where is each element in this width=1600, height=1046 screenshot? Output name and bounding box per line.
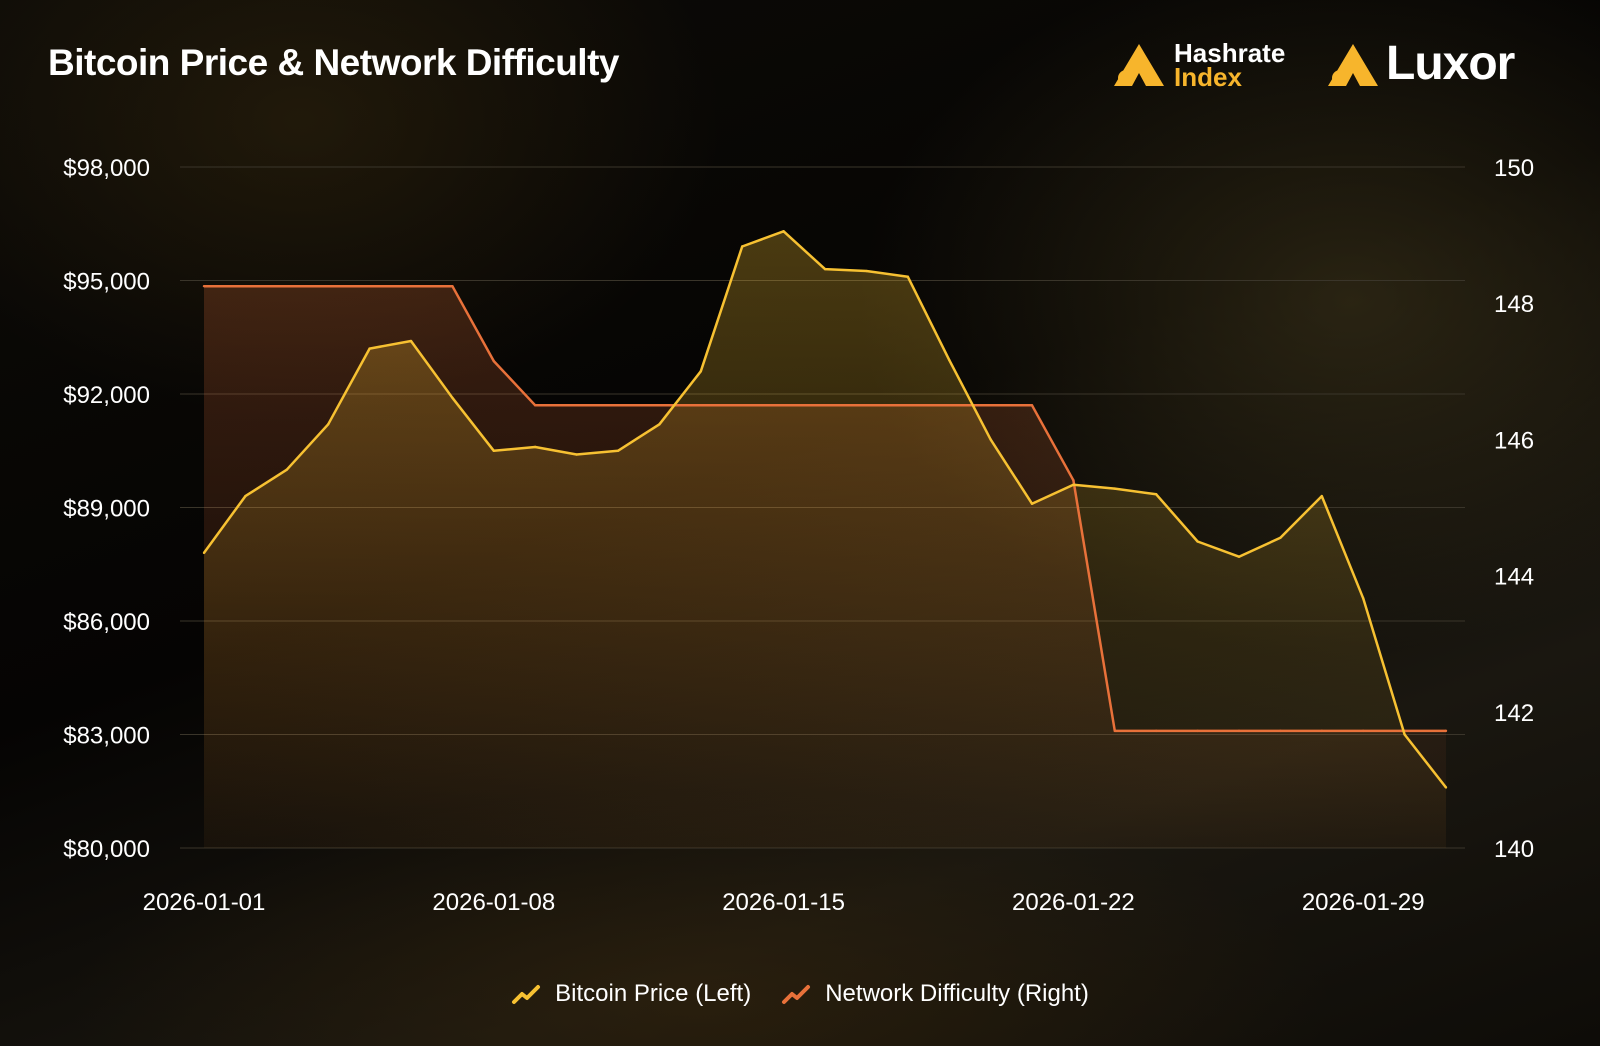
difficulty-data-point: [1362, 729, 1365, 733]
x-tick-label: 2026-01-29: [1302, 889, 1425, 916]
price-data-point: [285, 468, 288, 471]
difficulty-data-point: [1113, 729, 1117, 733]
difficulty-data-point: [1279, 729, 1282, 733]
luxor-logo-text: Luxor: [1386, 37, 1515, 90]
difficulty-data-point: [865, 404, 868, 407]
difficulty-data-point: [534, 404, 537, 407]
difficulty-data-point: [782, 404, 785, 407]
price-data-point: [244, 494, 247, 498]
difficulty-data-point: [1237, 729, 1241, 733]
legend-item-difficulty[interactable]: Network Difficulty (Right): [781, 980, 1089, 1008]
difficulty-data-point: [906, 404, 909, 407]
difficulty-data-point: [575, 404, 578, 407]
price-data-point: [451, 396, 454, 399]
difficulty-data-point: [492, 359, 495, 363]
difficulty-data-point: [658, 404, 661, 407]
difficulty-data-point: [451, 284, 454, 288]
hashrate-logo-text: Hashrate: [1174, 38, 1286, 68]
price-data-point: [1279, 536, 1282, 539]
legend-label-difficulty: Network Difficulty (Right): [825, 980, 1089, 1007]
y-left-tick-label: $98,000: [63, 155, 150, 182]
y-right-tick-label: 142: [1494, 700, 1534, 727]
difficulty-data-point: [948, 404, 951, 407]
y-left-tick-label: $86,000: [63, 609, 150, 636]
price-data-point: [409, 339, 413, 343]
x-tick-label: 2026-01-08: [432, 889, 555, 916]
difficulty-data-point: [409, 284, 413, 288]
price-data-point: [616, 449, 620, 452]
price-data-point: [1403, 733, 1406, 736]
chart-legend: Bitcoin Price (Left) Network Difficulty …: [0, 980, 1600, 1008]
legend-label-price: Bitcoin Price (Left): [555, 980, 752, 1007]
price-data-point: [1362, 597, 1365, 600]
difficulty-data-point: [1444, 729, 1448, 733]
price-data-point: [1030, 502, 1034, 505]
price-data-point: [865, 269, 868, 273]
price-data-point: [368, 347, 371, 350]
x-tick-label: 2026-01-22: [1012, 889, 1135, 916]
price-data-point: [658, 423, 661, 426]
price-data-point: [1444, 786, 1448, 789]
price-data-point: [534, 445, 537, 449]
difficulty-data-point: [1320, 729, 1324, 733]
difficulty-data-point: [699, 404, 702, 407]
price-data-point: [1196, 540, 1199, 543]
difficulty-data-point: [244, 284, 247, 288]
y-right-tick-label: 148: [1494, 291, 1534, 318]
x-tick-label: 2026-01-15: [722, 889, 845, 916]
price-data-point: [1237, 555, 1241, 558]
y-right-tick-label: 140: [1494, 836, 1534, 863]
difficulty-data-point: [285, 284, 288, 288]
y-right-tick-label: 146: [1494, 427, 1534, 454]
trend-up-icon: [782, 985, 811, 1004]
price-data-point: [1155, 493, 1158, 496]
luxor-logo-icon: [1328, 44, 1378, 86]
difficulty-data-point: [202, 284, 206, 288]
y-left-tick-label: $83,000: [63, 723, 150, 750]
trend-up-icon: [512, 985, 541, 1004]
y-right-tick-label: 150: [1494, 155, 1534, 182]
price-data-point: [989, 438, 992, 441]
hashrate-index-logo-icon: [1114, 44, 1164, 86]
difficulty-data-point: [368, 284, 371, 288]
price-data-point: [1320, 494, 1324, 498]
y-left-tick-label: $80,000: [63, 836, 150, 863]
x-tick-label: 2026-01-01: [143, 889, 266, 916]
price-data-point: [1113, 487, 1117, 490]
difficulty-data-point: [327, 284, 330, 288]
price-data-point: [906, 275, 909, 278]
brand-logos: Hashrate Index Luxor: [1112, 37, 1552, 94]
difficulty-data-point: [741, 404, 744, 407]
y-left-tick-label: $89,000: [63, 496, 150, 523]
y-left-tick-label: $95,000: [63, 269, 150, 296]
price-data-point: [699, 370, 702, 373]
price-data-point: [575, 453, 578, 456]
y-left-tick-label: $92,000: [63, 382, 150, 409]
price-data-point: [823, 267, 827, 271]
price-data-point: [492, 449, 495, 452]
difficulty-data-point: [1030, 404, 1034, 407]
price-data-point: [1072, 483, 1075, 486]
price-data-point: [948, 358, 951, 362]
price-area: [204, 231, 1446, 849]
chart-title: Bitcoin Price & Network Difficulty: [48, 42, 620, 83]
price-data-point: [202, 551, 206, 555]
index-logo-text: Index: [1174, 62, 1242, 92]
y-right-tick-label: 144: [1494, 564, 1534, 591]
difficulty-data-point: [616, 404, 620, 407]
difficulty-data-point: [1072, 479, 1075, 482]
difficulty-data-point: [1155, 729, 1158, 733]
legend-item-price[interactable]: Bitcoin Price (Left): [511, 980, 751, 1008]
difficulty-data-point: [1196, 729, 1199, 733]
price-data-point: [782, 230, 785, 233]
price-data-point: [327, 423, 330, 426]
difficulty-data-point: [989, 404, 992, 407]
price-data-point: [741, 245, 744, 248]
difficulty-data-point: [823, 404, 827, 407]
